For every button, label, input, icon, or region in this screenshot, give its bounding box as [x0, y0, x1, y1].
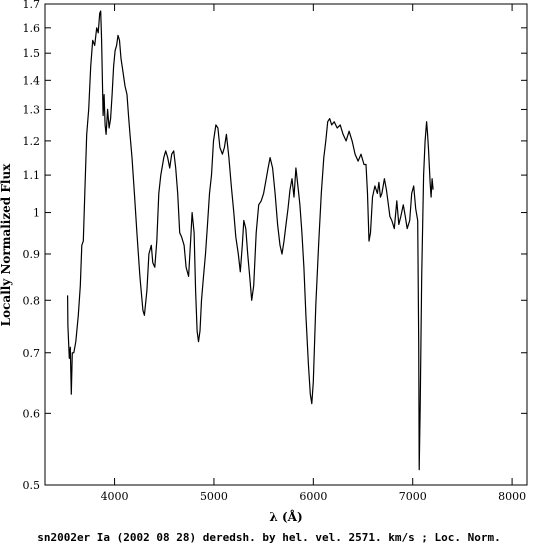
y-tick-label: 1.4 [23, 74, 41, 87]
y-tick-label: 0.5 [23, 479, 41, 492]
y-tick-label: 0.8 [23, 294, 41, 307]
y-tick-label: 1.6 [23, 22, 41, 35]
series-line [67, 10, 434, 471]
y-tick-label: 1.2 [23, 135, 41, 148]
y-tick-label: 0.6 [23, 407, 41, 420]
y-tick-label: 1.3 [23, 103, 41, 116]
plot-frame [44, 3, 528, 486]
y-tick-label: 0.9 [23, 248, 41, 261]
x-tick-label: 7000 [399, 490, 427, 503]
y-tick-label: 1.5 [23, 47, 41, 60]
y-axis-label: Locally Normalized Flux [0, 163, 13, 326]
x-tick-label: 4000 [101, 490, 129, 503]
x-axis: 4000 5000 6000 7000 8000 [101, 4, 526, 503]
x-axis-label: λ (Å) [269, 509, 302, 524]
y-tick-label: 1.7 [23, 0, 41, 11]
x-tick-label: 6000 [299, 490, 327, 503]
y-tick-label: 1.1 [23, 169, 41, 182]
y-tick-label: 0.7 [23, 347, 41, 360]
y-axis: 0.5 0.6 0.7 0.8 0.9 1 1.1 1.2 1.3 1.4 1.5 1.6 1.7 [23, 0, 527, 492]
x-tick-label: 8000 [498, 490, 526, 503]
chart-caption: sn2002er Ia (2002 08 28) deredsh. by hel… [37, 531, 501, 544]
x-tick-label: 5000 [200, 490, 228, 503]
y-tick-label: 1 [33, 207, 40, 220]
